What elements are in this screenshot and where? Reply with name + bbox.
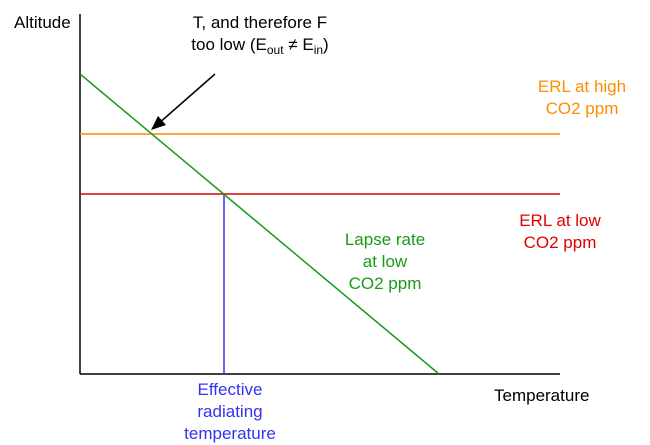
erl-high-label-line-1: ERL at high	[537, 77, 627, 96]
effective-temperature-label: Effective radiating temperature	[160, 379, 300, 445]
lapse-rate-label-line-3: CO2 ppm	[348, 274, 422, 293]
annotation-arrow-shaft	[157, 73, 216, 125]
x-axis-label: Temperature	[494, 386, 590, 405]
effective-temperature-label-line-2: radiating	[197, 402, 263, 421]
annotation-text: T, and therefore F too low (Eout ≠ Ein)	[160, 12, 360, 56]
erl-high-label: ERL at high CO2 ppm	[512, 76, 650, 120]
lapse-rate-label-line-1: Lapse rate	[344, 230, 426, 249]
effective-temperature-label-line-1: Effective	[197, 380, 263, 399]
annotation-arrow-head	[151, 116, 166, 130]
erl-low-label-line-2: CO2 ppm	[523, 233, 597, 252]
erl-low-label: ERL at low CO2 ppm	[490, 210, 630, 254]
erl-low-label-line-1: ERL at low	[519, 211, 601, 230]
effective-temperature-label-line-3: temperature	[184, 424, 276, 443]
erl-high-label-line-2: CO2 ppm	[545, 99, 619, 118]
annotation-line-2: too low (Eout ≠ Ein)	[191, 35, 329, 57]
lapse-rate-label: Lapse rate at low CO2 ppm	[318, 229, 452, 295]
annotation-line-1: T, and therefore F	[192, 13, 328, 32]
lapse-rate-label-line-2: at low	[362, 252, 408, 271]
y-axis-label: Altitude	[14, 13, 71, 32]
lapse-rate-line	[79, 73, 440, 375]
